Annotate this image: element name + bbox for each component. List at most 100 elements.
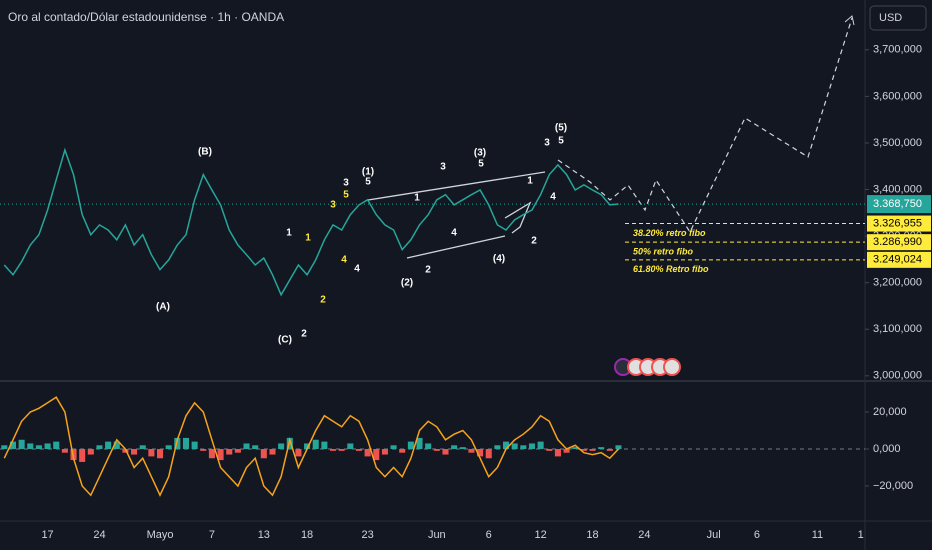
histogram-bar [131,449,138,455]
histogram-bar [1,445,8,450]
histogram-bar [217,449,224,461]
wave-label: 5 [343,190,349,201]
histogram-bar [260,449,267,459]
histogram-bar [546,449,553,451]
wave-label: 4 [451,228,457,239]
x-tick-label: 23 [362,529,374,541]
y-tick-label: 3,100,000 [873,323,922,335]
histogram-bar [451,445,458,450]
wave-label: 1 [305,233,311,244]
histogram-bar [191,441,198,450]
histogram-bar [442,449,449,455]
histogram-bar [485,449,492,459]
histogram-bar [615,445,622,450]
histogram-bar [139,445,146,450]
wave-label: (B) [198,147,212,158]
x-tick-label: 11 [812,529,823,541]
y-tick-label: 3,600,000 [873,90,922,102]
event-icon[interactable] [663,358,681,376]
price-tag [867,215,931,232]
histogram-bar [554,449,561,457]
histogram-bar [321,441,328,450]
price-line [3,147,619,297]
wave-label: (2) [401,278,413,289]
histogram-bar [381,449,388,455]
histogram-bar [364,449,371,457]
histogram-bar [27,443,34,450]
wave-label: (A) [156,302,170,313]
x-tick-label: 13 [258,529,270,541]
wave-label: 2 [301,329,307,340]
histogram-bar [122,449,129,453]
histogram-bar [35,445,42,450]
histogram-bar [286,437,293,450]
histogram-bar [459,447,466,450]
histogram-bar [589,449,596,451]
histogram-bar [79,449,86,462]
histogram-bar [425,443,432,450]
wave-label: 4 [550,192,556,203]
histogram-bar [113,441,120,450]
wave-label: 3 [440,162,446,173]
wave-label: (5) [555,123,567,134]
wave-label: 1 [286,228,292,239]
histogram-bar [96,445,103,450]
price-tag-label: 3.249,024 [873,254,922,266]
x-tick-label: 6 [754,529,760,541]
histogram-bar [18,439,25,450]
oscillator-line [3,396,620,497]
y-tick-label: 3,200,000 [873,277,922,289]
histogram-bar [234,449,241,453]
currency-label[interactable]: USD [879,12,902,24]
histogram-bar [338,449,345,451]
channel [367,171,546,259]
price-tag-label: 3.286,990 [873,236,922,248]
wave-label: 1 [414,193,420,204]
histogram-bar [165,445,172,450]
x-tick-label: 24 [93,529,105,541]
wedge [504,201,532,234]
histogram-bar [53,441,60,450]
histogram-bar [416,437,423,450]
histogram-bar [243,443,250,450]
histogram-bar [399,449,406,453]
histogram-bar [269,449,276,455]
wave-label: 5 [478,159,484,170]
histogram-bar [304,443,311,450]
histogram-bar [528,443,536,450]
wave-label: 5 [365,177,371,188]
wave-label: 2 [531,236,537,247]
y-tick-label: 3,000,000 [873,370,922,382]
x-tick-label: Mayo [147,529,174,541]
histogram-bar [433,449,440,451]
histogram-bar [347,443,354,450]
wave-label: (3) [474,148,486,159]
histogram-bar [502,441,510,450]
histogram-bar [329,449,337,451]
wave-label: 1 [527,176,533,187]
y-tick-label: 20,000 [873,406,907,418]
x-tick-label: Jul [707,529,721,541]
currency-button[interactable] [869,5,927,31]
x-tick-label: 18 [301,529,313,541]
histogram-bar [312,439,319,450]
histogram-bar [87,449,94,455]
wave-label: 3 [544,138,550,149]
event-icons [614,358,681,376]
x-tick-label: 24 [638,529,650,541]
x-tick-label: 18 [586,529,598,541]
trend-line [367,171,546,201]
histogram-bar [208,449,215,459]
fibo-label: 61.80% Retro fibo [633,264,709,274]
y-tick-label: 0,000 [873,443,901,455]
x-tick-label: 17 [41,529,53,541]
wave-label: 5 [558,136,564,147]
price-tag [867,234,931,251]
wave-label: (1) [362,167,374,178]
histogram-bar [61,449,68,453]
histogram-bar [537,441,544,450]
wave-label: (4) [493,254,505,265]
